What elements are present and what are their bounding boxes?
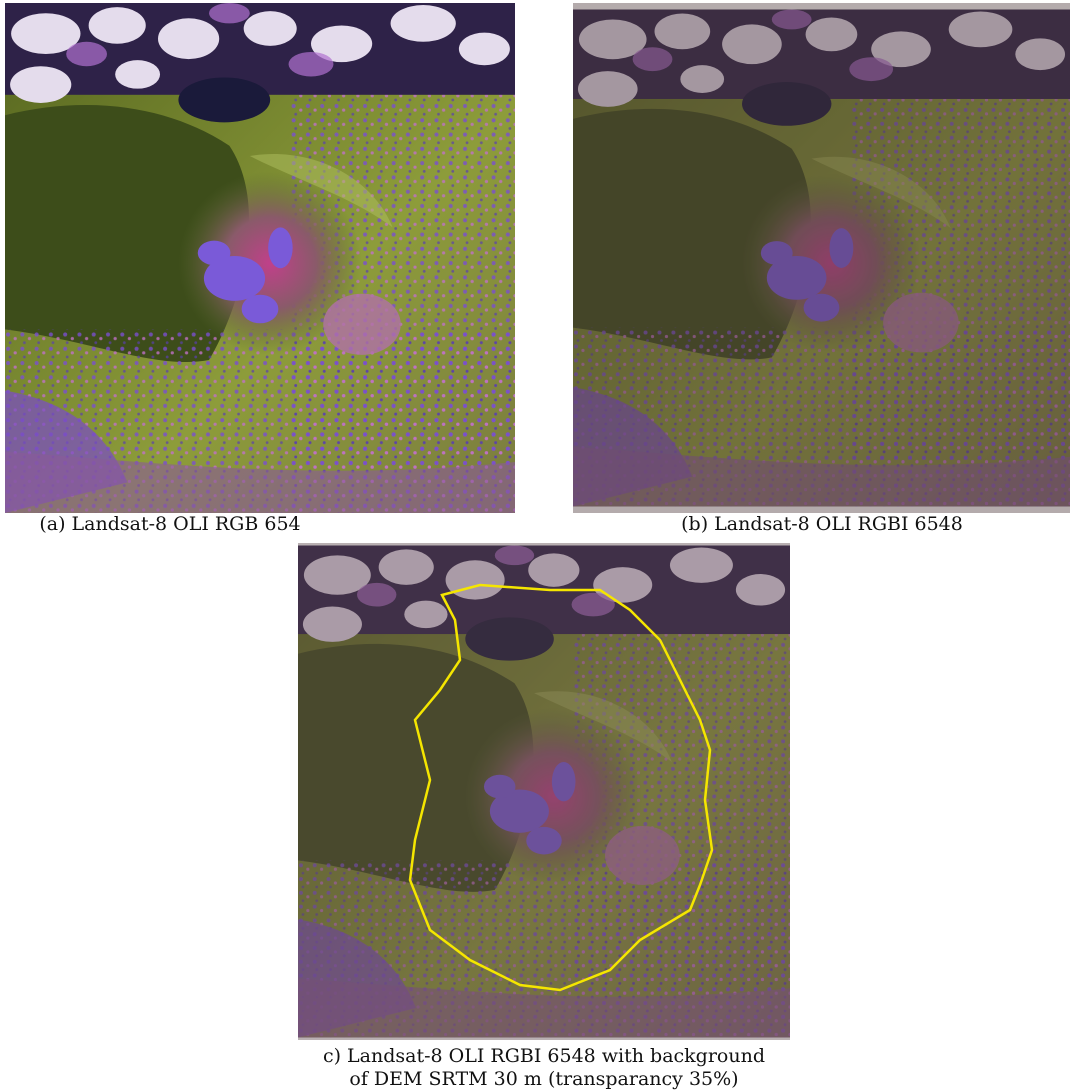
- caption-b: (b) Landsat-8 OLI RGBI 6548: [681, 513, 963, 535]
- boundary-outline: [408, 583, 714, 992]
- caption-a: (a) Landsat-8 OLI RGB 654: [39, 513, 300, 535]
- image-a: [5, 3, 515, 513]
- caption-c-line: of DEM SRTM 30 m (transparancy 35%): [349, 1068, 738, 1090]
- image-c: [298, 543, 790, 1040]
- image-b: [573, 3, 1070, 513]
- caption-c-line: c) Landsat-8 OLI RGBI 6548 with backgrou…: [323, 1045, 765, 1067]
